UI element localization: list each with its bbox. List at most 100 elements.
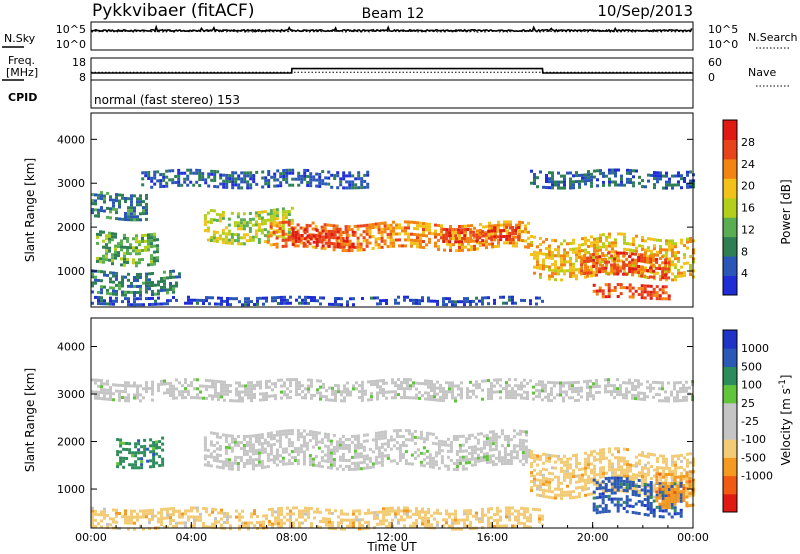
velocity-cell xyxy=(169,519,172,523)
power-cell xyxy=(590,244,593,248)
velocity-cell xyxy=(359,446,363,450)
power-cell xyxy=(136,276,139,279)
power-cell xyxy=(111,238,114,242)
velocity-cell xyxy=(377,455,381,459)
power-cell xyxy=(115,193,118,197)
velocity-cell xyxy=(440,449,444,453)
velocity-cell xyxy=(455,450,459,453)
velocity-cell xyxy=(542,491,545,495)
velocity-cell xyxy=(97,513,100,517)
power-cell xyxy=(563,177,566,181)
power-cell xyxy=(285,174,289,178)
power-cell xyxy=(303,177,307,181)
power-cell xyxy=(233,239,237,243)
velocity-cell xyxy=(571,390,574,394)
velocity-cell xyxy=(290,462,294,466)
velocity-cell xyxy=(589,379,592,383)
power-cell xyxy=(141,171,145,175)
power-cell xyxy=(281,238,285,242)
velocity-cell xyxy=(334,393,337,396)
power-colorbar-swatch xyxy=(723,139,737,160)
velocity-cell xyxy=(175,387,178,391)
velocity-cell xyxy=(637,494,641,497)
power-cell xyxy=(530,244,533,247)
velocity-cell xyxy=(673,493,677,497)
power-cell xyxy=(315,178,319,182)
velocity-cell xyxy=(100,385,103,389)
velocity-cell xyxy=(479,459,483,463)
velocity-cell xyxy=(521,439,525,443)
power-cell xyxy=(150,257,153,261)
power-cell xyxy=(145,196,148,200)
velocity-cell xyxy=(329,466,333,470)
velocity-cell xyxy=(229,515,232,519)
power-cell xyxy=(464,245,467,249)
power-cell xyxy=(652,257,656,261)
power-cell xyxy=(275,245,279,249)
velocity-cell xyxy=(634,397,637,401)
power-cell xyxy=(536,257,539,261)
power-cell xyxy=(320,240,324,244)
power-cell xyxy=(216,170,220,174)
power-cell xyxy=(340,297,343,301)
power-cell xyxy=(174,175,178,178)
velocity-cell xyxy=(380,436,384,440)
power-cell xyxy=(195,171,199,175)
power-cell xyxy=(275,217,279,221)
power-cell xyxy=(177,168,181,172)
power-cell xyxy=(293,226,297,230)
velocity-cell xyxy=(442,390,445,394)
power-cell xyxy=(580,272,584,276)
velocity-cell xyxy=(217,380,220,384)
velocity-cell xyxy=(157,386,160,390)
velocity-cell xyxy=(383,442,387,446)
power-cell xyxy=(257,229,261,232)
power-cell xyxy=(620,232,623,236)
power-cell xyxy=(601,270,605,273)
velocity-cell xyxy=(503,456,507,460)
velocity-cell xyxy=(184,521,187,525)
power-cell xyxy=(257,238,261,241)
power-cell xyxy=(563,260,566,264)
power-cell xyxy=(100,279,103,283)
power-cell xyxy=(150,179,154,183)
velocity-cell xyxy=(467,434,471,438)
velocity-cell xyxy=(592,397,595,401)
power-cell xyxy=(368,223,372,227)
power-cell xyxy=(394,301,397,305)
velocity-cell xyxy=(136,396,139,400)
velocity-cell xyxy=(575,495,578,499)
velocity-cell xyxy=(643,398,646,401)
power-cell xyxy=(658,267,662,271)
velocity-cell xyxy=(431,441,435,445)
power-cell xyxy=(563,263,566,267)
velocity-cell xyxy=(446,443,450,447)
power-cell xyxy=(476,235,479,239)
velocity-cell xyxy=(643,513,647,516)
power-cell xyxy=(141,258,144,261)
velocity-cell xyxy=(472,392,475,396)
power-cell xyxy=(548,250,551,254)
power-cell xyxy=(605,247,608,251)
power-cell xyxy=(437,224,440,227)
power-cell xyxy=(264,176,268,180)
power-cell xyxy=(124,200,127,203)
power-cell xyxy=(344,249,348,253)
velocity-cell xyxy=(569,475,572,479)
power-cell xyxy=(509,241,512,245)
velocity-cell xyxy=(272,443,276,446)
velocity-cell xyxy=(217,392,220,396)
velocity-cell xyxy=(455,453,459,456)
velocity-cell xyxy=(329,439,333,443)
power-cell xyxy=(150,242,153,246)
velocity-cell xyxy=(166,513,169,517)
velocity-cell xyxy=(172,507,175,510)
power-cell xyxy=(269,209,273,213)
velocity-cell xyxy=(563,493,566,497)
velocity-cell xyxy=(616,500,620,504)
power-cell xyxy=(575,171,578,175)
power-cell xyxy=(159,173,163,177)
velocity-cell xyxy=(515,444,519,448)
velocity-cell xyxy=(274,385,277,389)
velocity-cell xyxy=(665,463,668,467)
